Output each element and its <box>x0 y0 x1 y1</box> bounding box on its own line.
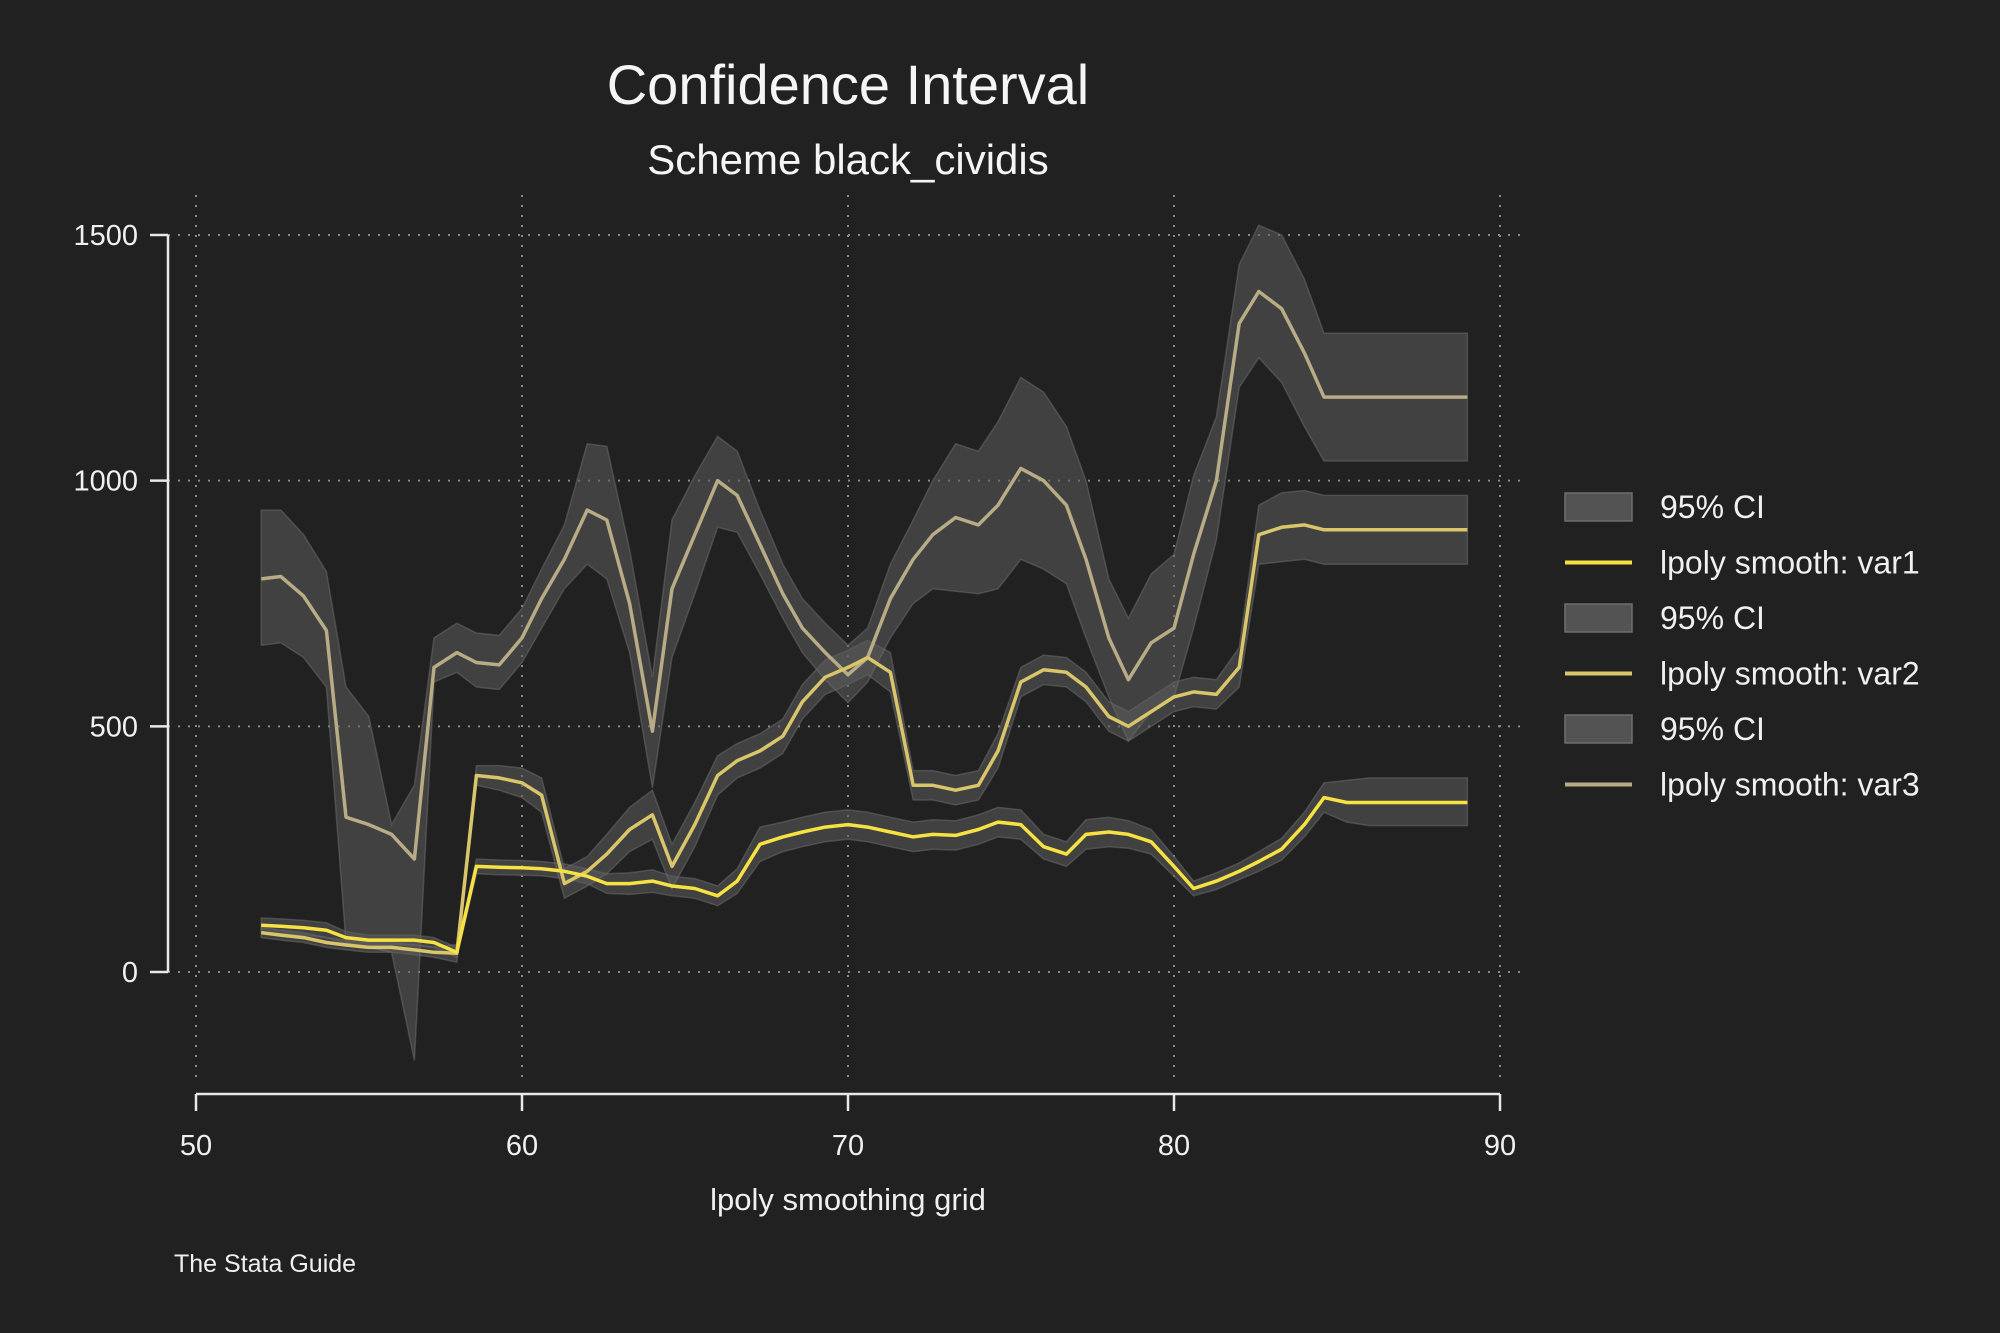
chart-subtitle: Scheme black_cividis <box>647 136 1049 183</box>
legend: 95% CI lpoly smooth: var1 95% CI lpoly smoo… <box>1564 489 1920 803</box>
smooth-lines <box>260 289 1468 956</box>
x-tick-label: 90 <box>1484 1130 1516 1162</box>
y-tick-label: 0 <box>122 957 138 989</box>
x-axis-title: lpoly smoothing grid <box>710 1182 986 1217</box>
x-tick-label: 50 <box>180 1130 212 1162</box>
series-line <box>260 523 1468 956</box>
chart-title: Confidence Interval <box>607 53 1090 116</box>
x-tick-label: 80 <box>1158 1130 1190 1162</box>
legend-label: lpoly smooth: var3 <box>1660 767 1920 803</box>
legend-swatch-band <box>1564 492 1633 522</box>
legend-label: 95% CI <box>1660 600 1765 636</box>
legend-swatch-band <box>1564 714 1633 744</box>
series-line <box>261 795 1468 955</box>
confidence-band <box>260 224 1469 1061</box>
chart-note: The Stata Guide <box>174 1250 356 1278</box>
x-tick-label: 70 <box>832 1130 864 1162</box>
axes: 0 500 1000 1500 50 60 70 80 90 <box>73 220 1516 1162</box>
y-tick-label: 1500 <box>73 220 138 252</box>
y-tick-label: 1000 <box>73 466 138 498</box>
x-tick-label: 60 <box>506 1130 538 1162</box>
confidence-band <box>260 489 1469 964</box>
y-tick-label: 500 <box>90 711 138 743</box>
legend-label: lpoly smooth: var1 <box>1660 545 1920 581</box>
legend-label: 95% CI <box>1660 489 1765 525</box>
legend-label: lpoly smooth: var2 <box>1660 656 1920 692</box>
legend-swatch-band <box>1564 603 1633 633</box>
legend-label: 95% CI <box>1660 711 1765 747</box>
gridlines <box>168 195 1525 1080</box>
